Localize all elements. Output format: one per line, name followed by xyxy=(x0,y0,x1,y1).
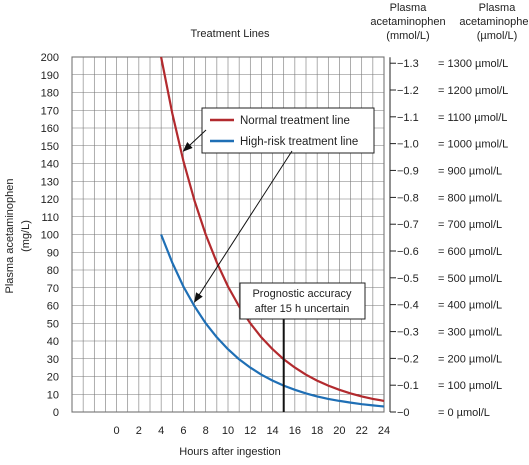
y-tick-label: 180 xyxy=(41,88,59,100)
y-tick-label: 100 xyxy=(41,230,59,242)
annotation: Prognostic accuracy after 15 h uncertain xyxy=(239,282,366,412)
y-tick-label: 150 xyxy=(41,141,59,153)
umol-tick-label: = 600 µmol/L xyxy=(438,246,502,258)
legend-label-normal: Normal treatment line xyxy=(240,115,350,127)
umol-tick-label: = 900 µmol/L xyxy=(438,165,502,177)
x-tick-label: 22 xyxy=(356,425,368,437)
umol-tick-label: = 300 µmol/L xyxy=(438,327,502,339)
x-axis-label: Hours after ingestion xyxy=(179,446,281,458)
legend-arrow-normal xyxy=(182,129,207,152)
y-axis-label-line-2: (mg/L) xyxy=(20,220,32,252)
umol-header-line-1: Plasma xyxy=(479,2,517,14)
umol-tick-label: = 400 µmol/L xyxy=(438,300,502,312)
legend-arrow-high-risk xyxy=(194,150,293,303)
normal-treatment-line xyxy=(160,56,385,402)
mmol-tick-label: −1.2 xyxy=(397,85,419,97)
x-tick-label: 8 xyxy=(203,425,209,437)
annotation-box xyxy=(239,282,366,320)
series-layer xyxy=(160,56,385,408)
annotation-text-line-1: Prognostic accuracy xyxy=(252,288,352,300)
mmol-tick-label: −0.5 xyxy=(397,273,419,285)
y-tick-label: 0 xyxy=(53,407,59,419)
y-tick-label: 190 xyxy=(41,70,59,82)
mmol-header-line-3: (mmol/L) xyxy=(386,30,429,42)
x-tick-label: 18 xyxy=(311,425,323,437)
y-axis-label-line-1: Plasma acetaminophen xyxy=(4,179,16,294)
umol-header-line-2: acetaminophen xyxy=(459,16,529,28)
chart-title: Treatment Lines xyxy=(190,28,270,40)
mmol-tick-label: −0.3 xyxy=(397,327,419,339)
annotation-text-line-2: after 15 h uncertain xyxy=(255,303,350,315)
mmol-tick-label: −0.2 xyxy=(397,353,419,365)
y-tick-label: 80 xyxy=(47,265,59,277)
y-tick-label: 140 xyxy=(41,159,59,171)
legend-box xyxy=(201,107,375,154)
mmol-tick-label: −0.7 xyxy=(397,219,419,231)
mmol-tick-label: −1.1 xyxy=(397,112,419,124)
y-axis-ticks: 0 10 20 30 40 50 60 70 80 90 100 110 120 130 140 150 160… xyxy=(41,52,59,419)
x-axis-ticks: 0 2 4 6 8 10 12 14 16 18 20 22 24 xyxy=(114,425,391,437)
y-tick-label: 160 xyxy=(41,123,59,135)
y-tick-label: 50 xyxy=(47,318,59,330)
y-tick-label: 20 xyxy=(47,372,59,384)
legend-label-high-risk: High-risk treatment line xyxy=(240,136,358,148)
x-tick-label: 24 xyxy=(378,425,390,437)
y-tick-label: 70 xyxy=(47,283,59,295)
y-tick-label: 30 xyxy=(47,354,59,366)
umol-tick-label: = 0 µmol/L xyxy=(438,407,490,419)
x-tick-label: 12 xyxy=(244,425,256,437)
mmol-tick-label: −1.0 xyxy=(397,139,419,151)
mmol-tick-label: −1.3 xyxy=(397,58,419,70)
mmol-header-line-1: Plasma xyxy=(390,2,428,14)
umol-tick-label: = 100 µmol/L xyxy=(438,380,502,392)
x-tick-label: 20 xyxy=(333,425,345,437)
mmol-tick-label: −0.4 xyxy=(397,300,419,312)
umol-tick-label: = 500 µmol/L xyxy=(438,273,502,285)
umol-tick-label: = 1300 µmol/L xyxy=(438,58,508,70)
mmol-tick-label: −0.8 xyxy=(397,192,419,204)
y-axis-label-group: Plasma acetaminophen (mg/L) xyxy=(4,179,32,294)
mmol-tick-label: −0.9 xyxy=(397,165,419,177)
x-tick-label: 6 xyxy=(180,425,186,437)
umol-tick-label: = 200 µmol/L xyxy=(438,353,502,365)
y-tick-label: 120 xyxy=(41,194,59,206)
y-tick-label: 60 xyxy=(47,301,59,313)
y-tick-label: 170 xyxy=(41,105,59,117)
umol-tick-label: = 1200 µmol/L xyxy=(438,85,508,97)
x-tick-label: 2 xyxy=(136,425,142,437)
umol-tick-label: = 700 µmol/L xyxy=(438,219,502,231)
y-tick-label: 40 xyxy=(47,336,59,348)
x-tick-label: 14 xyxy=(266,425,278,437)
umol-tick-label: = 1000 µmol/L xyxy=(438,139,508,151)
y-tick-label: 130 xyxy=(41,176,59,188)
mmol-tick-label: −0 xyxy=(397,407,410,419)
x-tick-label: 0 xyxy=(114,425,120,437)
high-risk-treatment-line xyxy=(160,234,385,408)
mmol-tick-label: −0.1 xyxy=(397,380,419,392)
y-tick-label: 90 xyxy=(47,247,59,259)
x-tick-label: 4 xyxy=(158,425,164,437)
mmol-tick-label: −0.6 xyxy=(397,246,419,258)
x-tick-label: 10 xyxy=(222,425,234,437)
umol-tick-label: = 800 µmol/L xyxy=(438,192,502,204)
x-tick-label: 16 xyxy=(289,425,301,437)
y-tick-label: 110 xyxy=(41,212,59,224)
right-axes: −1.3 −1.2 −1.1 −1.0 −0.9 −0.8 −0.7 −0.6 −0.5 −0.4… xyxy=(389,57,508,419)
mmol-header-line-2: acetaminophen xyxy=(370,16,445,28)
umol-tick-label: = 1100 µmol/L xyxy=(438,112,507,124)
y-tick-label: 200 xyxy=(41,52,59,64)
y-tick-label: 10 xyxy=(47,389,59,401)
legend: Normal treatment line High-risk treatmen… xyxy=(201,107,375,154)
umol-header-line-3: (µmol/L) xyxy=(477,30,518,42)
